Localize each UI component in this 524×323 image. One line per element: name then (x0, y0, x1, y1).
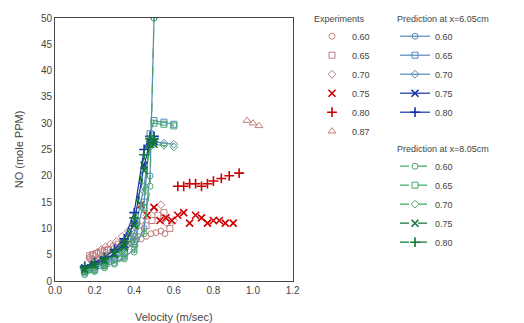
svg-text:0.75: 0.75 (435, 219, 453, 229)
svg-text:0.80: 0.80 (435, 108, 453, 118)
svg-text:1.0: 1.0 (246, 285, 260, 296)
svg-text:0.60: 0.60 (435, 162, 453, 172)
svg-text:10: 10 (41, 223, 53, 234)
svg-text:0.6: 0.6 (167, 285, 181, 296)
svg-text:0.2: 0.2 (88, 285, 102, 296)
svg-text:0.70: 0.70 (435, 200, 453, 210)
svg-text:Prediction at x=8.05cm: Prediction at x=8.05cm (397, 144, 489, 154)
svg-text:5: 5 (46, 249, 52, 260)
svg-text:Prediction at x=6.05cm: Prediction at x=6.05cm (397, 14, 489, 24)
svg-text:0.75: 0.75 (435, 89, 453, 99)
svg-text:0.4: 0.4 (127, 285, 141, 296)
svg-text:Experiments: Experiments (314, 14, 365, 24)
svg-text:1.2: 1.2 (286, 285, 300, 296)
svg-text:15: 15 (41, 197, 53, 208)
svg-text:25: 25 (41, 144, 53, 155)
svg-text:45: 45 (41, 39, 53, 50)
svg-text:0.8: 0.8 (206, 285, 220, 296)
svg-text:0.80: 0.80 (352, 108, 370, 118)
svg-text:0.65: 0.65 (435, 181, 453, 191)
svg-text:20: 20 (41, 170, 53, 181)
svg-text:0.70: 0.70 (435, 70, 453, 80)
svg-text:40: 40 (41, 65, 53, 76)
svg-text:Velocity (m/sec): Velocity (m/sec) (135, 311, 213, 323)
svg-text:0.87: 0.87 (352, 127, 370, 137)
svg-text:NO (mole PPM): NO (mole PPM) (13, 111, 25, 189)
svg-text:0.60: 0.60 (435, 32, 453, 42)
svg-text:0.70: 0.70 (352, 70, 370, 80)
svg-text:0.65: 0.65 (435, 51, 453, 61)
svg-text:50: 50 (41, 13, 53, 24)
svg-text:0.60: 0.60 (352, 32, 370, 42)
svg-text:35: 35 (41, 91, 53, 102)
svg-text:0: 0 (46, 276, 52, 287)
svg-text:0.80: 0.80 (435, 238, 453, 248)
svg-text:0.65: 0.65 (352, 51, 370, 61)
svg-text:0.75: 0.75 (352, 89, 370, 99)
svg-text:0.0: 0.0 (48, 285, 62, 296)
svg-text:30: 30 (41, 118, 53, 129)
